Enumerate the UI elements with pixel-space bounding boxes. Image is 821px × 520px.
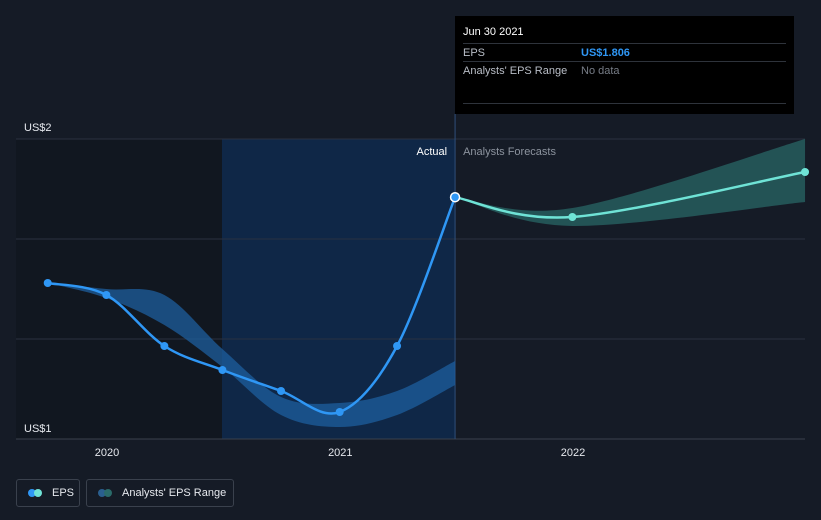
eps-point-forecast-1[interactable]	[568, 213, 577, 221]
eps-point-actual-4[interactable]	[277, 387, 286, 395]
gridlines	[16, 114, 805, 440]
eps-point-actual-5[interactable]	[335, 408, 344, 416]
hover-tooltip: Jun 30 2021 EPS US$1.806 Analysts' EPS R…	[455, 16, 794, 114]
tooltip-range-label: Analysts' EPS Range	[463, 64, 568, 77]
eps-point-actual-6[interactable]	[393, 342, 402, 350]
y-tick-label-bottom: US$1	[24, 423, 52, 435]
x-tick-label-2022: 2022	[561, 447, 585, 459]
eps-point-actual-3[interactable]	[218, 366, 227, 374]
highlighted-eps-point[interactable]	[449, 191, 461, 203]
eps-point-forecast-2[interactable]	[801, 168, 810, 176]
eps-markers	[43, 168, 810, 416]
legend-range-label: Analysts' EPS Range	[122, 487, 227, 499]
eps-point-actual-0[interactable]	[43, 279, 52, 287]
tooltip-eps-value: US$1.806	[581, 46, 630, 59]
eps-point-actual-2[interactable]	[160, 342, 169, 350]
y-tick-label-top: US$2	[24, 122, 52, 134]
eps-line-forecast	[454, 170, 806, 219]
legend-eps-label: EPS	[52, 487, 75, 499]
tooltip-eps-row: EPS US$1.806	[463, 43, 786, 61]
legend-eps-toggle[interactable]: EPS	[16, 479, 80, 507]
past-period-shade	[16, 139, 222, 439]
eps-point-actual-1[interactable]	[102, 291, 111, 299]
x-tick-label-2020: 2020	[95, 447, 119, 459]
tooltip-range-row: Analysts' EPS Range No data	[463, 61, 786, 79]
eps-range-band-forecast	[455, 139, 806, 227]
actual-region-label: Actual	[416, 146, 447, 158]
tooltip-range-value: No data	[581, 64, 620, 77]
tooltip-eps-label: EPS	[463, 46, 486, 59]
range-legend-icon	[98, 489, 114, 497]
eps-legend-icon	[28, 489, 44, 497]
x-tick-label-2021: 2021	[328, 447, 352, 459]
legend-range-toggle[interactable]: Analysts' EPS Range	[86, 479, 234, 507]
tooltip-divider	[463, 103, 786, 104]
eps-range-bands	[47, 139, 806, 427]
forecast-region-label: Analysts Forecasts	[463, 146, 556, 158]
tooltip-date: Jun 30 2021	[463, 26, 524, 38]
